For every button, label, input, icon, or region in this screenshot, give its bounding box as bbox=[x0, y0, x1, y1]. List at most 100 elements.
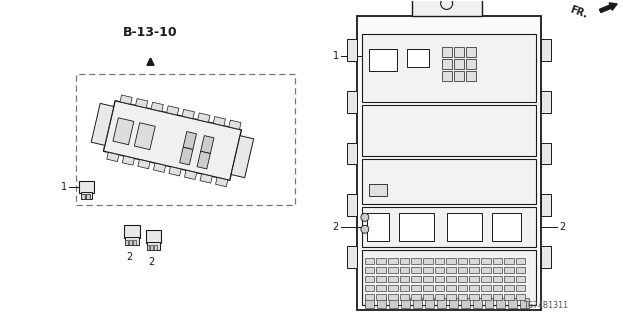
Bar bbox=[454, 59, 463, 69]
Bar bbox=[458, 276, 467, 282]
Bar bbox=[458, 267, 467, 273]
Bar bbox=[469, 258, 479, 264]
Bar bbox=[231, 136, 253, 178]
Bar bbox=[136, 99, 148, 108]
Bar bbox=[400, 267, 410, 273]
Bar bbox=[362, 105, 536, 156]
Bar bbox=[122, 156, 134, 165]
Bar bbox=[145, 230, 161, 243]
Bar bbox=[125, 237, 138, 245]
Bar bbox=[435, 267, 444, 273]
Bar bbox=[458, 258, 467, 264]
Bar bbox=[465, 47, 476, 57]
Bar bbox=[365, 258, 374, 264]
Bar bbox=[541, 194, 551, 216]
Bar bbox=[376, 285, 386, 291]
Bar bbox=[465, 59, 476, 69]
Bar bbox=[104, 101, 241, 180]
Bar bbox=[516, 285, 525, 291]
Bar bbox=[469, 285, 479, 291]
Bar bbox=[86, 194, 90, 199]
Bar bbox=[166, 106, 179, 115]
Bar bbox=[412, 276, 421, 282]
Bar bbox=[388, 258, 397, 264]
Bar bbox=[228, 120, 241, 129]
Bar bbox=[362, 207, 536, 247]
Bar bbox=[472, 298, 481, 308]
Bar bbox=[504, 285, 514, 291]
Text: 2: 2 bbox=[127, 252, 132, 262]
Bar bbox=[492, 213, 522, 241]
Bar bbox=[454, 71, 463, 81]
Bar bbox=[446, 294, 456, 300]
Bar bbox=[504, 267, 514, 273]
Bar bbox=[81, 192, 92, 199]
Bar bbox=[516, 258, 525, 264]
Bar bbox=[436, 298, 445, 308]
Bar bbox=[446, 267, 456, 273]
Bar bbox=[150, 245, 154, 250]
Bar bbox=[376, 258, 386, 264]
Bar bbox=[493, 276, 502, 282]
Bar bbox=[435, 294, 444, 300]
Bar bbox=[347, 246, 357, 268]
Bar bbox=[365, 285, 374, 291]
Bar bbox=[365, 267, 374, 273]
Circle shape bbox=[361, 213, 369, 221]
Bar bbox=[198, 113, 210, 122]
Bar bbox=[516, 276, 525, 282]
Bar bbox=[138, 159, 150, 169]
Bar bbox=[389, 298, 398, 308]
Text: TG74B1311: TG74B1311 bbox=[524, 301, 569, 310]
Bar bbox=[400, 258, 410, 264]
Bar bbox=[493, 267, 502, 273]
Bar bbox=[107, 152, 119, 162]
Bar bbox=[369, 184, 387, 196]
Bar bbox=[508, 298, 517, 308]
Bar bbox=[442, 59, 452, 69]
Bar bbox=[347, 39, 357, 61]
Bar bbox=[180, 147, 193, 165]
Bar bbox=[362, 250, 536, 305]
Bar bbox=[541, 246, 551, 268]
Bar bbox=[516, 294, 525, 300]
Bar bbox=[365, 294, 374, 300]
Text: 1: 1 bbox=[61, 182, 67, 192]
Bar bbox=[497, 298, 506, 308]
Bar bbox=[469, 267, 479, 273]
Bar bbox=[376, 267, 386, 273]
Text: 2: 2 bbox=[333, 222, 339, 232]
Bar bbox=[425, 298, 434, 308]
Bar bbox=[376, 294, 386, 300]
Bar bbox=[435, 285, 444, 291]
Bar bbox=[124, 225, 140, 238]
Bar bbox=[423, 294, 433, 300]
Bar bbox=[504, 294, 514, 300]
Bar bbox=[184, 170, 196, 180]
Bar bbox=[541, 91, 551, 113]
Bar bbox=[423, 285, 433, 291]
Bar bbox=[400, 285, 410, 291]
Bar bbox=[365, 276, 374, 282]
Bar bbox=[401, 298, 410, 308]
Bar bbox=[541, 142, 551, 164]
Bar bbox=[400, 276, 410, 282]
Bar bbox=[347, 142, 357, 164]
FancyArrow shape bbox=[600, 3, 617, 12]
Bar bbox=[388, 276, 397, 282]
Bar bbox=[169, 167, 181, 176]
Bar bbox=[461, 298, 470, 308]
Bar bbox=[132, 240, 136, 245]
Bar bbox=[446, 276, 456, 282]
Bar bbox=[91, 103, 114, 145]
Bar bbox=[147, 245, 150, 250]
Bar bbox=[197, 151, 211, 169]
Bar bbox=[129, 240, 132, 245]
Bar bbox=[134, 123, 156, 150]
Bar bbox=[481, 267, 491, 273]
Bar bbox=[200, 174, 212, 183]
Text: B-13-10: B-13-10 bbox=[123, 26, 178, 39]
Bar bbox=[469, 294, 479, 300]
Text: 2: 2 bbox=[559, 222, 566, 232]
Text: 1: 1 bbox=[333, 51, 339, 61]
